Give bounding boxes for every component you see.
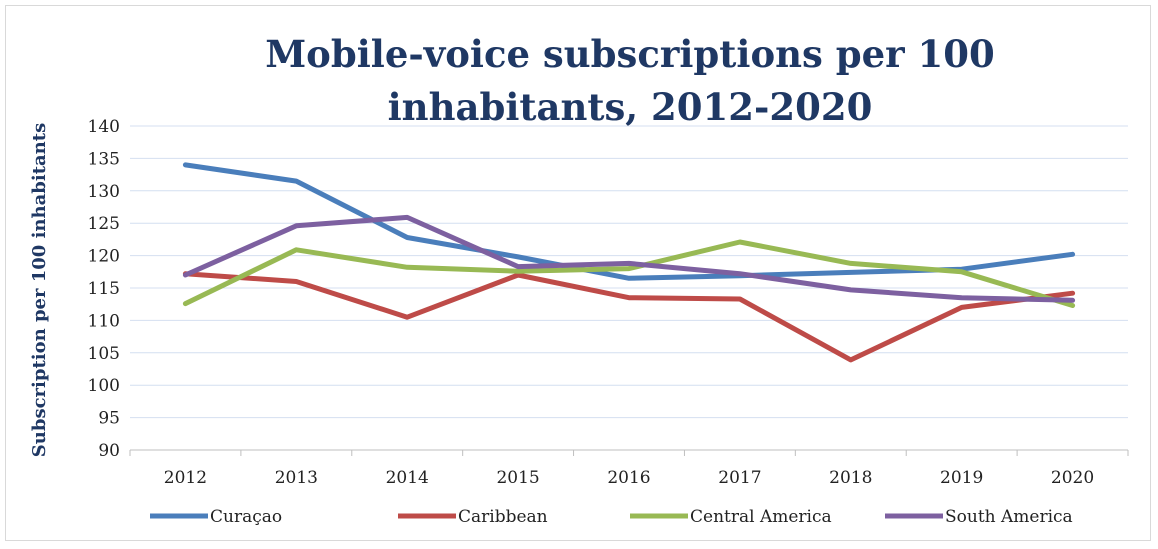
y-axis-ticks: 90 95 100 105 110 115 120 125 130 135 140 bbox=[88, 117, 120, 461]
y-tick-label: 135 bbox=[88, 149, 120, 169]
x-tick-label: 2013 bbox=[275, 468, 318, 488]
chart-title-line-1: Mobile-voice subscriptions per 100 bbox=[265, 32, 995, 76]
series-line-3 bbox=[182, 214, 1076, 303]
x-tick-label: 2018 bbox=[829, 468, 872, 488]
y-tick-label: 100 bbox=[88, 376, 120, 396]
x-axis: 2012 2013 2014 2015 2016 2017 2018 2019 2020 bbox=[129, 449, 1129, 488]
x-tick-label: 2014 bbox=[386, 468, 429, 488]
legend-label-2: Central America bbox=[690, 507, 832, 527]
y-tick-label: 90 bbox=[98, 441, 120, 461]
y-tick-label: 110 bbox=[88, 311, 120, 331]
y-tick-label: 140 bbox=[88, 117, 120, 137]
legend-label-3: South America bbox=[945, 507, 1073, 527]
y-tick-label: 120 bbox=[88, 247, 120, 267]
series-line-2 bbox=[182, 239, 1076, 308]
legend-label-0: Curaçao bbox=[210, 507, 282, 527]
series-lines bbox=[182, 162, 1076, 363]
y-tick-label: 105 bbox=[88, 344, 120, 364]
x-tick-label: 2015 bbox=[496, 468, 539, 488]
y-axis-label: Subscription per 100 inhabitants bbox=[29, 123, 50, 457]
x-tick-label: 2017 bbox=[718, 468, 761, 488]
x-tick-label: 2012 bbox=[164, 468, 207, 488]
y-tick-label: 115 bbox=[88, 279, 120, 299]
y-tick-label: 125 bbox=[88, 214, 120, 234]
y-tick-label: 95 bbox=[98, 409, 120, 429]
legend: Curaçao Caribbean Central America South Ame… bbox=[150, 507, 1073, 527]
series-line-1 bbox=[182, 271, 1076, 363]
x-tick-label: 2019 bbox=[940, 468, 983, 488]
chart-title-line-2: inhabitants, 2012-2020 bbox=[387, 85, 873, 129]
x-tick-label: 2016 bbox=[607, 468, 650, 488]
y-tick-label: 130 bbox=[88, 182, 120, 202]
legend-label-1: Caribbean bbox=[458, 507, 548, 527]
gridlines bbox=[130, 125, 1128, 419]
x-tick-label: 2020 bbox=[1051, 468, 1094, 488]
